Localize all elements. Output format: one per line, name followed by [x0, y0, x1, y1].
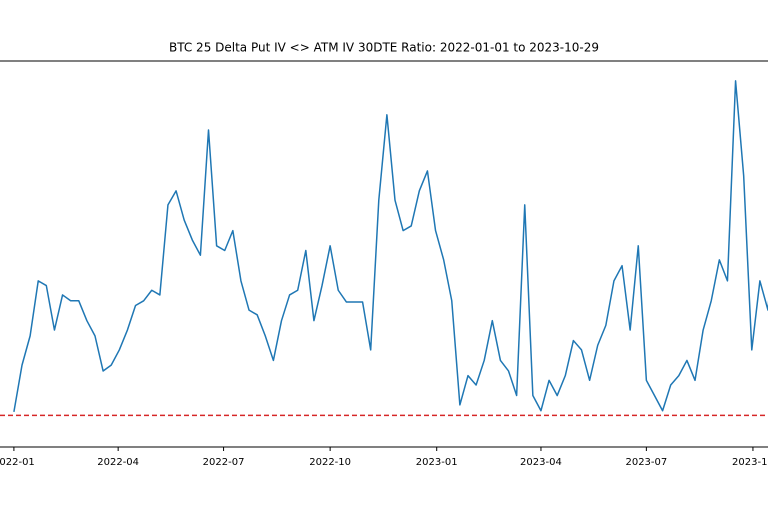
x-tick-label: 2023-07 [625, 457, 667, 468]
plot-area [0, 80, 768, 417]
series-line [13, 80, 768, 413]
x-tick-label: 2023-10 [732, 457, 768, 468]
x-tick-label: 2023-04 [520, 457, 562, 468]
x-tick-label: 2023-01 [416, 457, 458, 468]
x-tick-label: 2022-04 [97, 457, 139, 468]
x-tick-label: 2022-07 [203, 457, 245, 468]
chart-title: BTC 25 Delta Put IV <> ATM IV 30DTE Rati… [169, 41, 599, 55]
x-tick-label: 2022-01 [0, 457, 35, 468]
x-tick-label: 2022-10 [309, 457, 351, 468]
